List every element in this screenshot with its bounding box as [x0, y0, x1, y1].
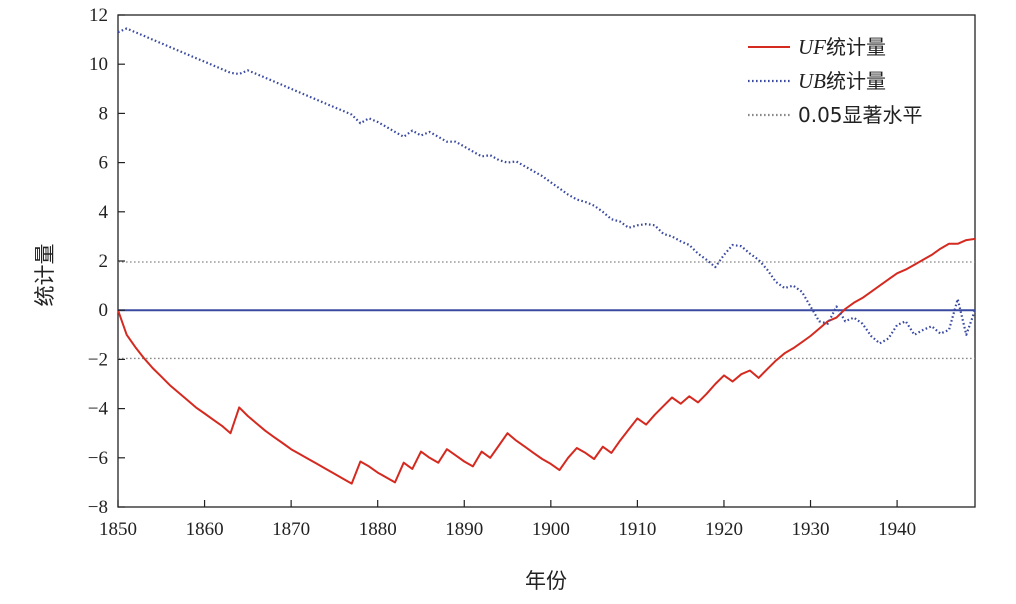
- x-tick-label: 1910: [618, 519, 656, 540]
- x-tick-label: 1890: [445, 519, 483, 540]
- y-tick-label: −8: [88, 497, 108, 518]
- y-axis-title: 统计量: [33, 244, 57, 307]
- x-axis-title: 年份: [525, 569, 567, 593]
- plot-area-frame: [117, 14, 976, 508]
- y-tick-label: −2: [88, 349, 108, 370]
- y-tick-label: −4: [88, 399, 109, 420]
- legend-label: 0.05显著水平: [798, 103, 923, 127]
- y-tick-label: 2: [99, 251, 109, 272]
- x-tick-label: 1860: [186, 519, 224, 540]
- legend: UF统计量 UB统计量 0.05显著水平: [748, 35, 923, 127]
- x-tick-label: 1920: [705, 519, 743, 540]
- y-tick-label: 6: [99, 153, 109, 174]
- series-layer: [117, 27, 977, 485]
- x-tick-label: 1850: [99, 519, 137, 540]
- x-tick-label: 1930: [792, 519, 830, 540]
- reference-lines: [118, 261, 975, 360]
- series-line-uf: [117, 237, 976, 485]
- y-tick-label: −6: [88, 448, 108, 469]
- y-tick-label: 4: [99, 202, 109, 223]
- y-tick-label: 8: [99, 103, 109, 124]
- y-axis: −8 −6 −4 −2 0 2 4 6 8 10 12: [88, 5, 125, 518]
- legend-label: UF统计量: [798, 35, 886, 59]
- x-tick-label: 1940: [878, 519, 916, 540]
- legend-label: UB统计量: [798, 69, 886, 93]
- x-tick-label: 1880: [359, 519, 397, 540]
- x-axis: 1850 1860 1870 1880 1890 1900 1910 1920 1930 1940: [99, 500, 916, 540]
- x-tick-label: 1900: [532, 519, 570, 540]
- y-tick-label: 0: [99, 300, 109, 321]
- y-tick-label: 10: [89, 54, 108, 75]
- x-tick-label: 1870: [272, 519, 310, 540]
- y-tick-label: 12: [89, 5, 108, 26]
